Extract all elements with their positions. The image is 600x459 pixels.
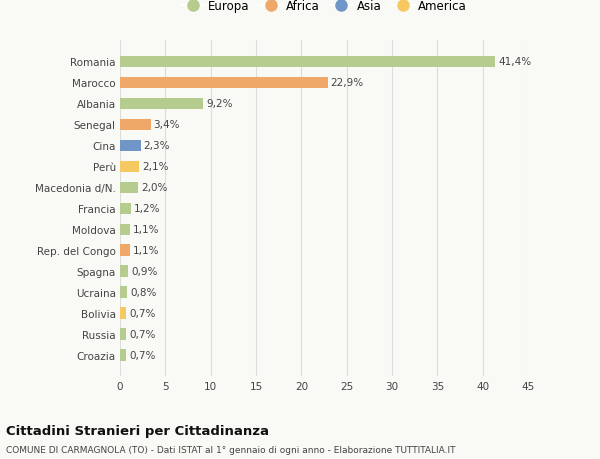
Bar	[120, 203, 131, 215]
Bar	[120, 245, 130, 257]
Bar	[120, 140, 141, 152]
Legend: Europa, Africa, Asia, America: Europa, Africa, Asia, America	[181, 0, 467, 13]
Text: Cittadini Stranieri per Cittadinanza: Cittadini Stranieri per Cittadinanza	[6, 425, 269, 437]
Bar	[120, 161, 139, 173]
Text: 0,8%: 0,8%	[130, 288, 157, 297]
Text: 3,4%: 3,4%	[154, 120, 180, 130]
Text: 1,1%: 1,1%	[133, 225, 159, 235]
Text: COMUNE DI CARMAGNOLA (TO) - Dati ISTAT al 1° gennaio di ogni anno - Elaborazione: COMUNE DI CARMAGNOLA (TO) - Dati ISTAT a…	[6, 445, 455, 454]
Text: 41,4%: 41,4%	[498, 57, 531, 67]
Bar	[120, 308, 127, 319]
Text: 0,7%: 0,7%	[129, 350, 155, 360]
Bar	[120, 78, 328, 89]
Bar	[120, 224, 130, 235]
Text: 2,1%: 2,1%	[142, 162, 168, 172]
Text: 1,2%: 1,2%	[134, 204, 160, 214]
Text: 9,2%: 9,2%	[206, 99, 233, 109]
Bar	[120, 56, 496, 68]
Text: 2,0%: 2,0%	[141, 183, 167, 193]
Text: 1,1%: 1,1%	[133, 246, 159, 256]
Bar	[120, 182, 138, 194]
Bar	[120, 329, 127, 340]
Text: 0,7%: 0,7%	[129, 308, 155, 319]
Bar	[120, 350, 127, 361]
Bar	[120, 287, 127, 298]
Text: 0,9%: 0,9%	[131, 267, 157, 277]
Bar	[120, 98, 203, 110]
Bar	[120, 119, 151, 131]
Text: 0,7%: 0,7%	[129, 330, 155, 340]
Text: 2,3%: 2,3%	[143, 141, 170, 151]
Text: 22,9%: 22,9%	[331, 78, 364, 88]
Bar	[120, 266, 128, 277]
